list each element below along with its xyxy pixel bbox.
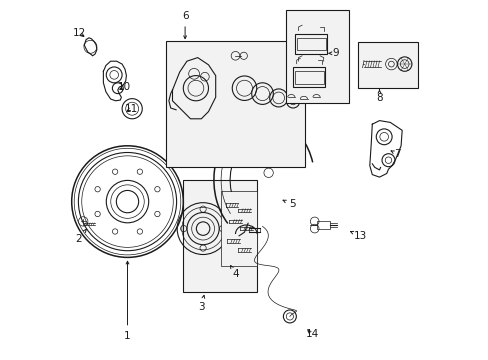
Text: 9: 9 [328,48,338,58]
Text: 1: 1 [124,261,131,341]
Bar [294,71,323,84]
Bar [221,191,257,266]
Text: 14: 14 [305,329,318,339]
Bar [183,180,257,292]
Bar [317,221,329,229]
Bar [357,42,418,88]
Text: 7: 7 [390,149,400,159]
Text: 11: 11 [124,104,138,114]
Bar [296,38,325,50]
Text: 10: 10 [117,82,130,92]
Text: 5: 5 [283,199,295,210]
Bar [292,67,325,87]
Text: 3: 3 [198,295,204,312]
Bar [285,10,348,103]
Text: 8: 8 [375,90,382,103]
Text: 13: 13 [350,231,366,241]
Text: 12: 12 [73,28,86,38]
Bar [166,41,305,167]
Bar [294,34,326,54]
Text: 4: 4 [230,266,238,279]
Text: 6: 6 [182,11,188,39]
Text: 2: 2 [75,229,86,244]
